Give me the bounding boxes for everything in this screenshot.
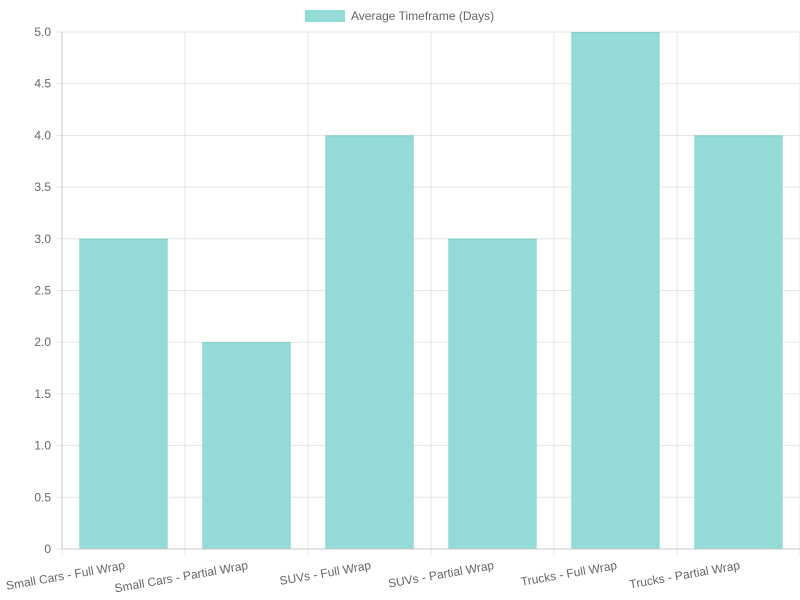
- y-tick-label: 2.5: [34, 284, 51, 298]
- y-axis-ticks: 0 0.5 1.0 1.5 2.0 2.5 3.0 3.5 4.0 4.5 5.0: [34, 25, 51, 556]
- x-tick-label: SUVs - Partial Wrap: [387, 558, 495, 590]
- bar-2[interactable]: [202, 342, 291, 549]
- y-tick-label: 4.5: [34, 77, 51, 91]
- y-tick-label: 4.0: [34, 128, 51, 142]
- bar-1[interactable]: [79, 238, 168, 550]
- y-tick-label: 1.0: [34, 439, 51, 453]
- x-tick-label: Trucks - Partial Wrap: [628, 558, 741, 591]
- legend-swatch[interactable]: [305, 10, 345, 22]
- x-tick-label: Trucks - Full Wrap: [520, 558, 619, 589]
- y-tick-label: 3.5: [34, 180, 51, 194]
- y-tick-label: 5.0: [34, 25, 51, 39]
- y-tick-label: 0.5: [34, 490, 51, 504]
- legend-label[interactable]: Average Timeframe (Days): [351, 9, 494, 23]
- legend[interactable]: Average Timeframe (Days): [305, 9, 494, 23]
- y-tick-label: 3.0: [34, 232, 51, 246]
- axes: [61, 32, 800, 550]
- bars: [79, 32, 783, 550]
- bar-3[interactable]: [325, 135, 414, 549]
- x-tick-label: SUVs - Full Wrap: [279, 558, 373, 588]
- bar-6[interactable]: [694, 135, 783, 549]
- y-tick-label: 2.0: [34, 335, 51, 349]
- x-tick-label: Small Cars - Partial Wrap: [114, 558, 250, 595]
- x-tick-label: Small Cars - Full Wrap: [5, 558, 126, 593]
- bar-4[interactable]: [448, 238, 537, 550]
- y-tick-label: 1.5: [34, 387, 51, 401]
- y-tick-label: 0: [44, 542, 51, 556]
- bar-5[interactable]: [571, 32, 660, 549]
